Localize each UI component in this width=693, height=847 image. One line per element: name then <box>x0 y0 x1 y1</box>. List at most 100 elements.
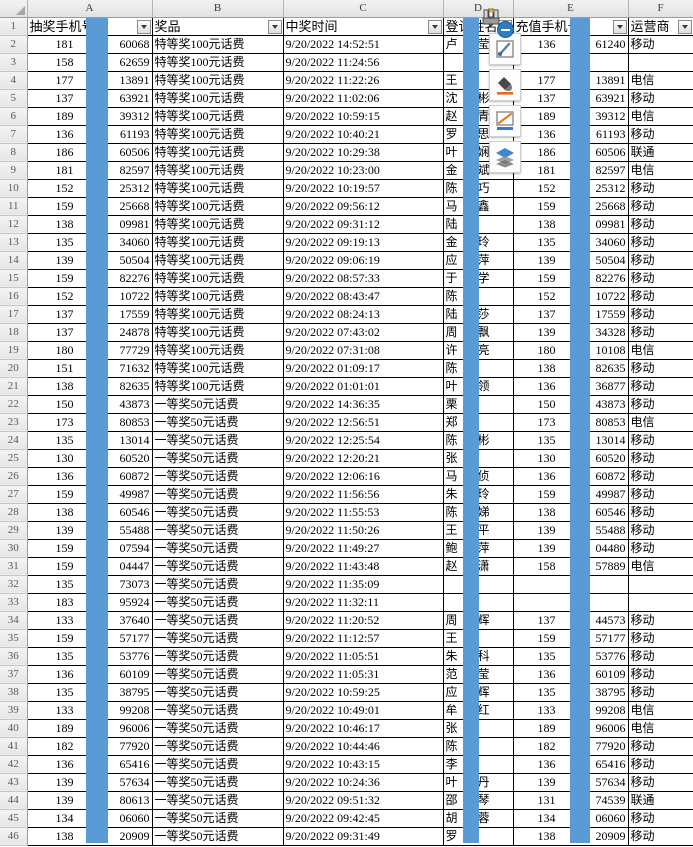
cell-f-24[interactable]: 移动 <box>628 431 693 450</box>
cell-c-13[interactable]: 9/20/2022 09:19:13 <box>283 233 444 252</box>
cell-b-16[interactable]: 特等奖100元话费 <box>152 287 284 306</box>
cell-c-32[interactable]: 9/20/2022 11:35:09 <box>283 575 444 594</box>
cell-c-26[interactable]: 9/20/2022 12:06:16 <box>283 467 444 486</box>
cell-c-39[interactable]: 9/20/2022 10:49:01 <box>283 701 444 720</box>
cell-e-8[interactable]: 186 60506 <box>513 143 629 162</box>
table-row[interactable]: 24 135 13014 一等奖50元话费 9/20/2022 12:25:54 陈彬 13… <box>0 431 693 450</box>
filter-button-c[interactable] <box>427 19 442 34</box>
table-row[interactable]: 19 180 77729 特等奖100元话费 9/20/2022 07:31:08 许亮 1… <box>0 341 693 360</box>
cell-b-21[interactable]: 特等奖100元话费 <box>152 377 284 396</box>
cell-f-41[interactable]: 移动 <box>628 737 693 756</box>
row-header-20[interactable]: 20 <box>0 359 28 378</box>
cell-a-40[interactable]: 189 96006 <box>27 719 153 738</box>
cell-c-28[interactable]: 9/20/2022 11:55:53 <box>283 503 444 522</box>
cell-f-33[interactable] <box>628 593 693 612</box>
table-row[interactable]: 33 183 95924 一等奖50元话费 9/20/2022 11:32:11 <box>0 593 693 612</box>
cell-a-11[interactable]: 159 25668 <box>27 197 153 216</box>
row-header-12[interactable]: 12 <box>0 215 28 234</box>
cell-d-14[interactable]: 应萍 <box>443 251 514 270</box>
cell-c-9[interactable]: 9/20/2022 10:23:00 <box>283 161 444 180</box>
cell-d-45[interactable]: 胡蓉 <box>443 809 514 828</box>
cell-f-34[interactable]: 移动 <box>628 611 693 630</box>
cell-d-36[interactable]: 朱科 <box>443 647 514 666</box>
cell-c-44[interactable]: 9/20/2022 09:51:32 <box>283 791 444 810</box>
cell-a-10[interactable]: 152 25312 <box>27 179 153 198</box>
cell-d-16[interactable]: 陈 <box>443 287 514 306</box>
cell-b-42[interactable]: 一等奖50元话费 <box>152 755 284 774</box>
cell-a-9[interactable]: 181 82597 <box>27 161 153 180</box>
cell-c-19[interactable]: 9/20/2022 07:31:08 <box>283 341 444 360</box>
row-header-7[interactable]: 7 <box>0 125 28 144</box>
cell-d-37[interactable]: 范莹 <box>443 665 514 684</box>
cell-c-3[interactable]: 9/20/2022 11:24:56 <box>283 53 444 72</box>
cell-e-31[interactable]: 158 57889 <box>513 557 629 576</box>
row-header-38[interactable]: 38 <box>0 683 28 702</box>
cell-e-26[interactable]: 136 60872 <box>513 467 629 486</box>
cell-c-33[interactable]: 9/20/2022 11:32:11 <box>283 593 444 612</box>
cell-c-34[interactable]: 9/20/2022 11:20:52 <box>283 611 444 630</box>
cell-e-10[interactable]: 152 25312 <box>513 179 629 198</box>
cell-f-45[interactable]: 移动 <box>628 809 693 828</box>
column-header-c[interactable]: C <box>283 0 444 18</box>
table-row[interactable]: 36 135 53776 一等奖50元话费 9/20/2022 11:05:51 朱科 13… <box>0 647 693 666</box>
cell-a-27[interactable]: 159 49987 <box>27 485 153 504</box>
table-row[interactable]: 42 136 65416 一等奖50元话费 9/20/2022 10:43:15 李 136… <box>0 755 693 774</box>
cell-a-38[interactable]: 135 38795 <box>27 683 153 702</box>
cell-b-10[interactable]: 特等奖100元话费 <box>152 179 284 198</box>
cell-d-18[interactable]: 周飘 <box>443 323 514 342</box>
row-header-18[interactable]: 18 <box>0 323 28 342</box>
header-cell-b[interactable]: 奖品 <box>152 17 284 36</box>
cell-f-37[interactable]: 移动 <box>628 665 693 684</box>
table-row[interactable]: 32 135 73073 一等奖50元话费 9/20/2022 11:35:09 <box>0 575 693 594</box>
cell-c-16[interactable]: 9/20/2022 08:43:47 <box>283 287 444 306</box>
table-row[interactable]: 30 159 07594 一等奖50元话费 9/20/2022 11:49:27 鲍萍 13… <box>0 539 693 558</box>
cell-d-32[interactable] <box>443 575 514 594</box>
cell-b-34[interactable]: 一等奖50元话费 <box>152 611 284 630</box>
cell-d-20[interactable]: 陈 <box>443 359 514 378</box>
cell-b-31[interactable]: 一等奖50元话费 <box>152 557 284 576</box>
cell-f-15[interactable]: 移动 <box>628 269 693 288</box>
cell-b-28[interactable]: 一等奖50元话费 <box>152 503 284 522</box>
table-row[interactable]: 34 133 37640 一等奖50元话费 9/20/2022 11:20:52 周辉 13… <box>0 611 693 630</box>
floating-format-toolbar[interactable] <box>489 33 525 177</box>
cell-a-24[interactable]: 135 13014 <box>27 431 153 450</box>
cell-c-40[interactable]: 9/20/2022 10:46:17 <box>283 719 444 738</box>
cell-e-13[interactable]: 135 34060 <box>513 233 629 252</box>
cell-b-39[interactable]: 一等奖50元话费 <box>152 701 284 720</box>
column-header-e[interactable]: E <box>513 0 629 18</box>
cell-d-34[interactable]: 周辉 <box>443 611 514 630</box>
cell-b-8[interactable]: 特等奖100元话费 <box>152 143 284 162</box>
cell-b-23[interactable]: 一等奖50元话费 <box>152 413 284 432</box>
cell-b-3[interactable]: 特等奖100元话费 <box>152 53 284 72</box>
row-header-16[interactable]: 16 <box>0 287 28 306</box>
table-row[interactable]: 4 177 13891 特等奖100元话费 9/20/2022 11:22:26 王 177… <box>0 71 693 90</box>
cell-d-41[interactable]: 陈 <box>443 737 514 756</box>
cell-b-38[interactable]: 一等奖50元话费 <box>152 683 284 702</box>
header-cell-e[interactable]: 充值手机号 <box>513 17 629 36</box>
cell-e-43[interactable]: 139 57634 <box>513 773 629 792</box>
cell-f-30[interactable]: 移动 <box>628 539 693 558</box>
cell-b-29[interactable]: 一等奖50元话费 <box>152 521 284 540</box>
cell-e-21[interactable]: 136 36877 <box>513 377 629 396</box>
row-header-25[interactable]: 25 <box>0 449 28 468</box>
cell-f-5[interactable]: 移动 <box>628 89 693 108</box>
row-header-34[interactable]: 34 <box>0 611 28 630</box>
row-header-3[interactable]: 3 <box>0 53 28 72</box>
cell-a-43[interactable]: 139 57634 <box>27 773 153 792</box>
cell-a-19[interactable]: 180 77729 <box>27 341 153 360</box>
cell-c-5[interactable]: 9/20/2022 11:02:06 <box>283 89 444 108</box>
row-header-27[interactable]: 27 <box>0 485 28 504</box>
cell-f-36[interactable]: 移动 <box>628 647 693 666</box>
row-header-41[interactable]: 41 <box>0 737 28 756</box>
cell-c-10[interactable]: 9/20/2022 10:19:57 <box>283 179 444 198</box>
column-header-b[interactable]: B <box>152 0 284 18</box>
cell-e-41[interactable]: 182 77920 <box>513 737 629 756</box>
table-row[interactable]: 6 189 39312 特等奖100元话费 9/20/2022 10:59:15 赵青 18… <box>0 107 693 126</box>
table-row[interactable]: 11 159 25668 特等奖100元话费 9/20/2022 09:56:12 马鑫 1… <box>0 197 693 216</box>
cell-e-30[interactable]: 139 04480 <box>513 539 629 558</box>
cell-f-6[interactable]: 电信 <box>628 107 693 126</box>
table-row[interactable]: 26 136 60872 一等奖50元话费 9/20/2022 12:06:16 马侦 13… <box>0 467 693 486</box>
cell-a-28[interactable]: 138 60546 <box>27 503 153 522</box>
table-row[interactable]: 37 136 60109 一等奖50元话费 9/20/2022 11:05:31 范莹 13… <box>0 665 693 684</box>
cell-e-16[interactable]: 152 10722 <box>513 287 629 306</box>
